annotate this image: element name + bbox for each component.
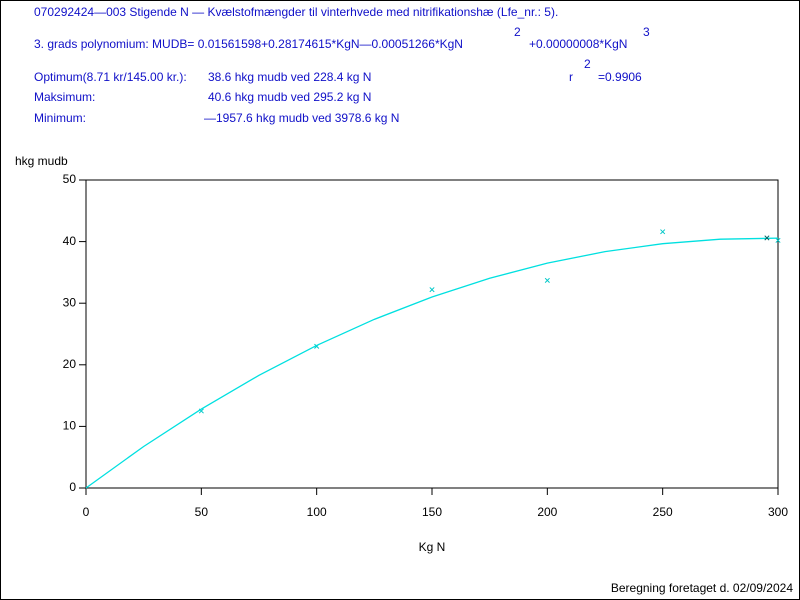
data-point [429,287,435,293]
minimum-value: —1957.6 hkg mudb ved 3978.6 kg N [204,111,399,125]
superscript: 2 [514,25,521,39]
y-tick-label: 30 [63,295,77,309]
x-tick-label: 100 [307,505,327,519]
x-tick-label: 0 [83,505,90,519]
x-tick-label: 50 [195,505,209,519]
y-tick-label: 50 [63,172,77,186]
optimum-label: Optimum(8.71 kr/145.00 kr.): [34,70,187,84]
y-tick-label: 10 [63,419,77,433]
y-tick-label: 0 [69,480,76,494]
data-point [544,277,550,283]
y-tick-label: 20 [63,357,77,371]
optimum-value: 38.6 hkg mudb ved 228.4 kg N [208,70,371,84]
x-tick-label: 250 [653,505,673,519]
y-axis-title: hkg mudb [15,154,68,168]
superscript: 3 [643,25,650,39]
x-tick-label: 300 [768,505,788,519]
fit-curve [85,237,779,489]
data-point [764,235,770,241]
footer: Beregning foretaget d. 02/09/2024 [611,581,793,595]
polynomial: 3. grads polynomium: MUDB= 0.01561598+0.… [34,37,463,51]
x-tick-label: 200 [537,505,557,519]
header-line: 070292424—003 Stigende N — Kvælstofmængd… [34,5,558,19]
minimum-label: Minimum: [34,111,86,125]
data-point [660,229,666,235]
maksimum-label: Maksimum: [34,90,95,104]
data-point [775,237,781,243]
polynomial: +0.00000008*KgN [529,37,627,51]
maksimum-value: 40.6 hkg mudb ved 295.2 kg N [208,90,371,104]
x-axis-title: Kg N [419,540,446,554]
plot-frame [85,179,779,489]
superscript: 2 [584,57,591,71]
r-label: r [569,70,573,84]
y-tick-label: 40 [63,234,77,248]
x-tick-label: 150 [422,505,442,519]
r-value: =0.9906 [598,70,642,84]
